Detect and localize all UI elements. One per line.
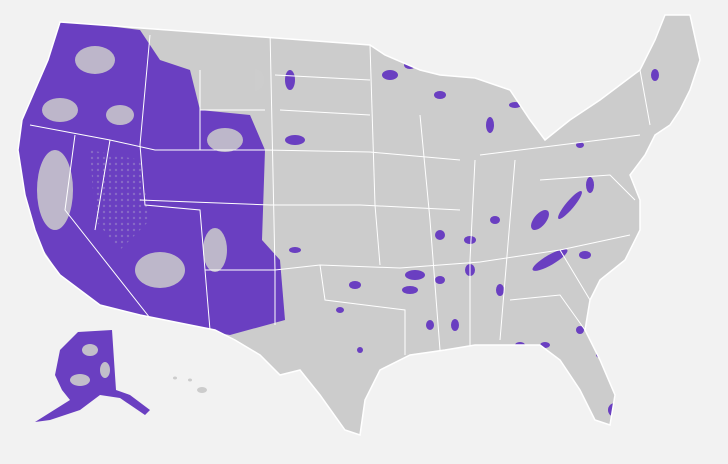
highlighted-areas xyxy=(18,20,659,417)
hawaii xyxy=(173,376,207,393)
west-gaps xyxy=(37,46,265,288)
west-texture xyxy=(90,150,150,250)
state-borders xyxy=(29,29,651,355)
contiguous-us xyxy=(17,14,701,436)
alaska xyxy=(35,330,150,422)
